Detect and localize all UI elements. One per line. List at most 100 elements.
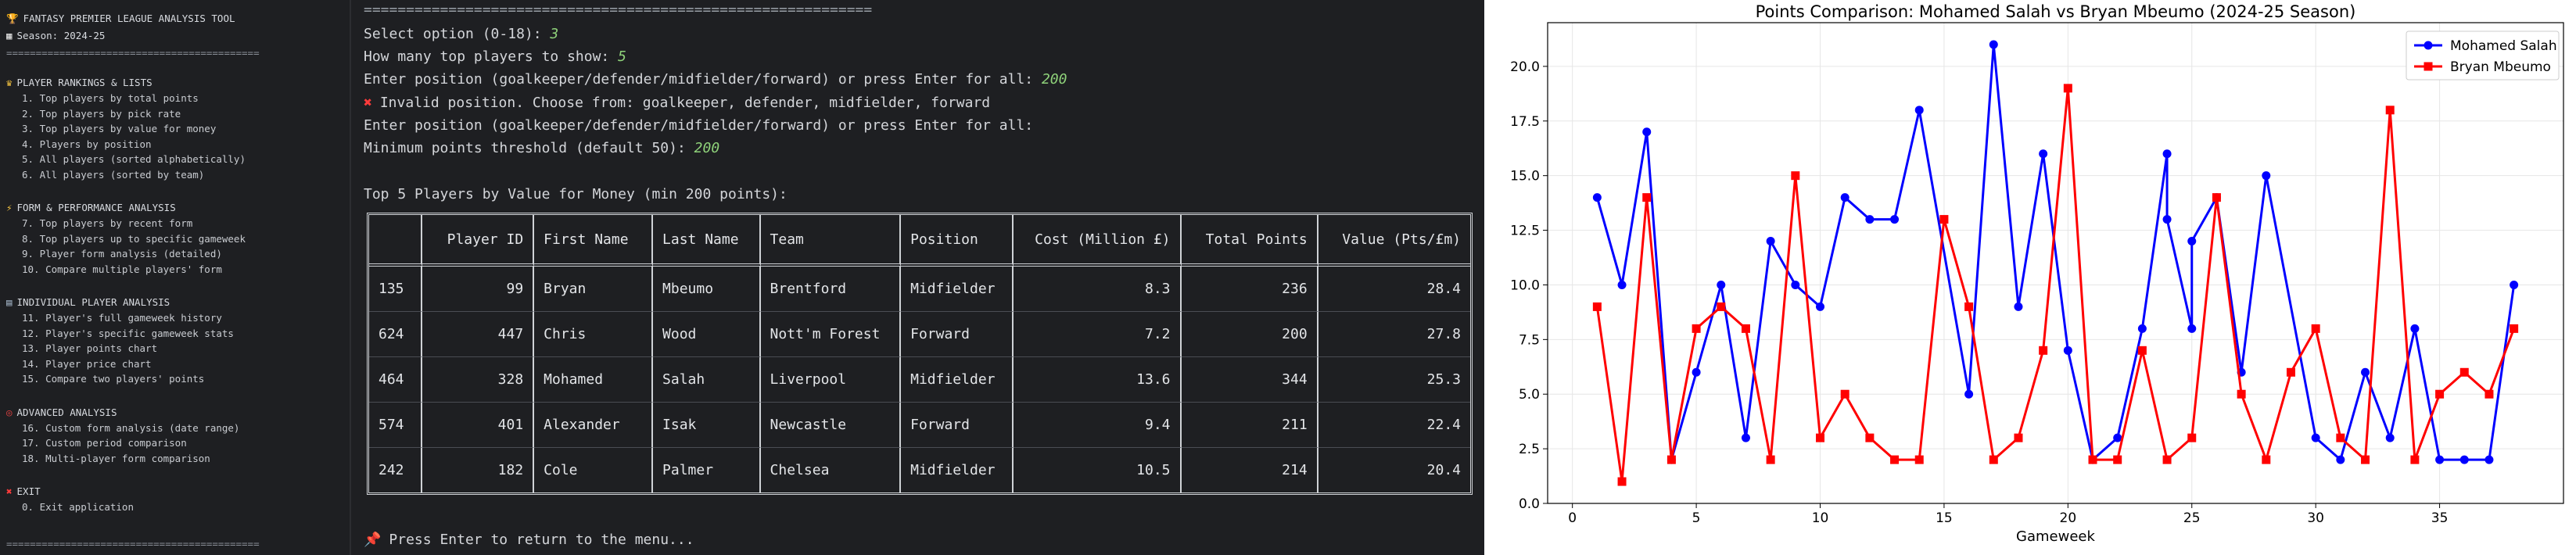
data-point — [2262, 171, 2271, 181]
menu-item[interactable]: 16. Custom form analysis (date range) — [22, 422, 239, 435]
data-point — [1989, 455, 1998, 464]
x-tick-label: 15 — [1936, 510, 1953, 526]
table-cell: 8.3 — [1013, 267, 1182, 312]
x-tick-label: 20 — [2060, 510, 2077, 526]
menu-separator-top-label: ========================================… — [6, 47, 260, 59]
error-text: Invalid position. Choose from: goalkeepe… — [379, 95, 991, 111]
menu-item[interactable]: 13. Player points chart — [22, 342, 157, 355]
data-point — [2237, 389, 2246, 399]
menu-item[interactable]: 1. Top players by total points — [22, 92, 199, 105]
table-cell: Salah — [653, 357, 761, 403]
table-cell: Forward — [901, 312, 1014, 357]
table-cell: Brentford — [760, 267, 902, 312]
menu-item-label: 18. Multi-player form comparison — [22, 452, 210, 464]
table-cell: 447 — [422, 312, 535, 357]
menu-item-label: 4. Players by position — [22, 138, 152, 150]
table-cell: 22.4 — [1318, 403, 1470, 448]
menu-item-label: 15. Compare two players' points — [22, 373, 205, 385]
menu-item[interactable]: 15. Compare two players' points — [22, 373, 204, 385]
table-cell: 574 — [369, 403, 423, 448]
table-row: 135 99 Bryan Mbeumo Brentford Midfielder 8.3 23… — [369, 267, 1470, 312]
table-header-cell: Last Name — [653, 215, 761, 267]
data-point — [1741, 324, 1750, 333]
data-point — [1766, 455, 1775, 464]
table-row: 464 328 Mohamed Salah Liverpool Midfielder 13.… — [369, 357, 1470, 403]
table-cell: Chelsea — [761, 448, 902, 492]
prompt-option: Select option (0-18): 3 — [364, 26, 558, 43]
menu-section-header: ◎ ADVANCED ANALYSIS — [6, 406, 117, 419]
data-point — [2187, 324, 2197, 333]
table-cell: Alexander — [534, 403, 654, 448]
data-point — [1840, 193, 1849, 202]
data-point — [1642, 127, 1652, 137]
data-point — [2162, 455, 2172, 464]
data-point — [1692, 324, 1701, 333]
table-cell: Cole — [534, 448, 654, 492]
menu-item[interactable]: 5. All players (sorted alphabetically) — [22, 153, 246, 166]
menu-panel: 🏆 FANTASY PREMIER LEAGUE ANALYSIS TOOL ▦ Se… — [0, 0, 351, 555]
y-tick-label: 17.5 — [1510, 114, 1540, 130]
table-cell: Nott'm Forest — [760, 312, 902, 357]
table-cell: 9.4 — [1013, 403, 1182, 448]
pin-icon: 📌 — [364, 532, 382, 548]
data-point — [2311, 433, 2320, 442]
table-cell: 624 — [369, 312, 423, 357]
menu-item[interactable]: 4. Players by position — [22, 138, 152, 151]
data-point — [2137, 324, 2147, 333]
menu-item[interactable]: 0. Exit application — [22, 501, 134, 514]
table-cell: 344 — [1181, 357, 1318, 403]
table-cell: Palmer — [653, 448, 761, 492]
menu-section-header-label: EXIT — [16, 485, 41, 497]
menu-item[interactable]: 12. Player's specific gameweek stats — [22, 328, 234, 340]
table-header-cell: Cost (Million £) — [1013, 215, 1182, 267]
menu-item[interactable]: 7. Top players by recent form — [22, 217, 192, 230]
data-point — [2485, 389, 2494, 399]
menu-item[interactable]: 11. Player's full gameweek history — [22, 312, 222, 324]
menu-item[interactable]: 14. Player price chart — [22, 358, 152, 371]
position-value: 200 — [1041, 71, 1067, 88]
menu-section-header-label: ADVANCED ANALYSIS — [16, 406, 117, 418]
data-point — [2063, 346, 2072, 355]
data-point — [1964, 302, 1974, 311]
table-row: 574 401 Alexander Isak Newcastle Forward 9.4 21… — [369, 403, 1470, 448]
menu-item[interactable]: 6. All players (sorted by team) — [22, 169, 204, 181]
legend-marker — [2424, 41, 2433, 50]
data-point — [2162, 149, 2172, 159]
count-value: 5 — [618, 48, 626, 65]
menu-item-label: 17. Custom period comparison — [22, 437, 187, 449]
calendar-icon: ▦ — [6, 30, 13, 41]
data-point — [1989, 40, 1998, 49]
y-tick-label: 7.5 — [1519, 332, 1540, 348]
menu-item[interactable]: 8. Top players up to specific gameweek — [22, 233, 246, 245]
series-line — [1595, 43, 2516, 461]
table-row: 624 447 Chris Wood Nott'm Forest Forward 7.2 20… — [369, 312, 1470, 357]
data-point — [1964, 389, 1974, 399]
menu-item[interactable]: 17. Custom period comparison — [22, 437, 187, 449]
data-point — [1791, 171, 1800, 181]
menu-item[interactable]: 3. Top players by value for money — [22, 123, 216, 135]
legend-box — [2406, 30, 2560, 81]
menu-separator-top: ========================================… — [6, 47, 260, 59]
menu-item[interactable]: 2. Top players by pick rate — [22, 108, 181, 120]
data-point — [1816, 302, 1825, 311]
menu-item[interactable]: 9. Player form analysis (detailed) — [22, 248, 222, 260]
menu-item[interactable]: 18. Multi-player form comparison — [22, 453, 210, 465]
prompt-option-label: Select option (0-18): — [364, 26, 551, 42]
table-cell: 27.8 — [1318, 312, 1470, 357]
terminal-panel[interactable]: ========================================… — [351, 0, 1483, 555]
data-point — [2336, 433, 2345, 442]
prompt-count-label: How many top players to show: — [364, 48, 619, 65]
x-icon: ✖ — [6, 485, 13, 497]
table-cell: 464 — [369, 357, 423, 403]
menu-section-header-label: FORM & PERFORMANCE ANALYSIS — [16, 202, 176, 213]
prompt-position-2: Enter position (goalkeeper/defender/midf… — [364, 117, 1034, 134]
y-tick-label: 12.5 — [1510, 224, 1540, 239]
data-point — [2014, 302, 2023, 311]
data-point — [2485, 455, 2494, 464]
results-table: Player ID First Name Last Name Team Position… — [367, 213, 1473, 495]
menu-item[interactable]: 10. Compare multiple players' form — [22, 263, 222, 276]
menu-section-header: ⚡ FORM & PERFORMANCE ANALYSIS — [6, 202, 176, 214]
crown-icon: ♛ — [6, 77, 13, 88]
menu-item-label: 1. Top players by total points — [22, 92, 199, 104]
season-label-label: Season: 2024-25 — [16, 30, 106, 41]
